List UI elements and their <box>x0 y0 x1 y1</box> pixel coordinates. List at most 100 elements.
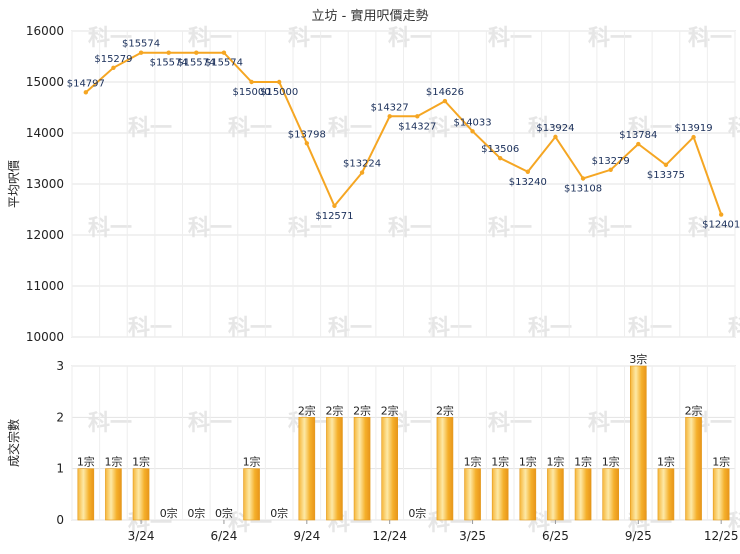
volume-bar <box>464 468 481 521</box>
watermark-text: 科一 <box>288 216 332 241</box>
volume-data-label: 2宗 <box>436 403 454 417</box>
volume-bar <box>574 468 592 521</box>
price-point <box>111 65 116 70</box>
watermark-text: 科一 <box>88 26 132 51</box>
volume-bar <box>132 468 150 521</box>
volume-data-label: 1宗 <box>132 455 150 469</box>
watermark-text: 科一 <box>488 411 532 436</box>
x-tick-label: 6/24 <box>210 529 237 543</box>
volume-data-label: 1宗 <box>602 455 620 469</box>
price-y-tick-label: 14000 <box>26 126 64 140</box>
watermark-text: 科一 <box>388 26 432 51</box>
x-tick-label: 12/24 <box>372 529 407 543</box>
price-point <box>332 203 337 209</box>
volume-data-label: 3宗 <box>629 352 647 366</box>
volume-data-label: 1宗 <box>519 455 537 469</box>
volume-data-labels: 1宗 1宗 1宗 0宗 0宗 0宗 1宗 0宗 2宗 2宗 2宗 2宗 0宗 2宗 1宗 1宗 1宗 1宗 1宗 1宗… <box>77 352 730 520</box>
volume-bar <box>712 468 730 521</box>
price-data-label: $15000 <box>232 87 270 98</box>
price-point <box>525 169 531 174</box>
watermark-text: 科一 <box>728 511 740 536</box>
price-y-tick-label: 13000 <box>26 177 64 191</box>
volume-data-label: 0宗 <box>408 506 426 520</box>
volume-bar <box>657 468 675 521</box>
price-data-label: $15574 <box>205 58 243 69</box>
price-point <box>636 141 641 147</box>
watermark-text: 科一 <box>688 26 732 51</box>
price-y-ticks: 10000 11000 12000 13000 14000 15000 16000 <box>26 24 64 344</box>
price-data-label: $14797 <box>67 78 105 89</box>
price-data-label: $14626 <box>426 87 464 98</box>
price-point <box>553 134 558 140</box>
price-data-label: $13375 <box>647 170 685 181</box>
volume-bar <box>77 468 95 521</box>
volume-data-label: 0宗 <box>270 506 288 520</box>
volume-data-label: 2宗 <box>298 403 316 417</box>
watermark-text: 科一 <box>328 116 372 141</box>
watermark-text: 科一 <box>688 216 732 241</box>
x-tick-label: 9/24 <box>293 529 320 543</box>
volume-bar <box>353 417 371 521</box>
volume-data-label: 0宗 <box>187 506 205 520</box>
volume-y-tick-label: 2 <box>56 410 64 424</box>
volume-bar <box>519 468 537 521</box>
volume-data-label: 2宗 <box>381 403 399 417</box>
x-tick-label: 3/25 <box>459 529 486 543</box>
volume-bar <box>105 468 122 521</box>
watermark-text: 科一 <box>88 411 132 436</box>
price-line <box>85 51 723 215</box>
watermark-text: 科一 <box>488 26 532 51</box>
chart-title: 立坊 - 實用呎價走勢 <box>312 8 429 24</box>
price-point <box>580 176 586 181</box>
price-point <box>304 141 310 146</box>
price-point <box>470 129 475 134</box>
watermark-text: 科一 <box>428 116 472 141</box>
price-data-label: $14327 <box>398 121 436 132</box>
price-data-label: $12401 <box>702 220 740 231</box>
price-data-label: $15000 <box>260 87 298 98</box>
x-tick-label: 12/25 <box>704 529 739 543</box>
price-y-tick-label: 10000 <box>26 330 64 344</box>
price-data-label: $13924 <box>536 123 574 134</box>
price-point <box>138 50 144 55</box>
volume-data-label: 1宗 <box>657 455 675 469</box>
price-data-label: $15574 <box>122 39 160 50</box>
volume-data-label: 1宗 <box>574 455 592 469</box>
volume-data-label: 2宗 <box>353 403 371 417</box>
volume-bar <box>602 468 619 521</box>
watermark-text: 科一 <box>728 316 740 341</box>
volume-data-label: 1宗 <box>104 455 122 469</box>
price-y-tick-label: 16000 <box>26 24 64 38</box>
price-point <box>387 114 392 119</box>
price-gridlines <box>71 30 736 338</box>
price-point <box>194 50 199 55</box>
x-axis-ticks: 3/24 6/24 9/24 12/24 3/25 6/25 9/25 12/25 <box>128 520 739 543</box>
price-data-label: $14327 <box>371 102 409 113</box>
x-tick-label: 9/25 <box>625 529 652 543</box>
volume-data-label: 1宗 <box>243 455 261 469</box>
price-point <box>663 162 669 168</box>
price-point <box>83 90 89 95</box>
price-y-tick-label: 11000 <box>26 279 64 293</box>
price-line-panel: 10000 11000 12000 13000 14000 15000 16000 平均呎價… <box>7 24 740 344</box>
price-point <box>166 50 171 55</box>
volume-bar <box>243 468 260 521</box>
volume-data-label: 1宗 <box>77 455 95 469</box>
price-y-tick-label: 12000 <box>26 228 64 242</box>
volume-bar <box>685 417 702 521</box>
watermark-text: 科一 <box>728 116 740 141</box>
volume-data-label: 0宗 <box>160 506 178 520</box>
volume-data-label: 2宗 <box>325 403 343 417</box>
price-data-label: $13108 <box>564 183 602 194</box>
price-data-label: $15574 <box>150 58 188 69</box>
price-y-tick-label: 15000 <box>26 75 64 89</box>
watermark-text: 科一 <box>488 216 532 241</box>
price-data-label: $13240 <box>509 177 547 188</box>
price-data-label: $13224 <box>343 159 381 170</box>
volume-y-tick-label: 1 <box>56 462 64 476</box>
price-data-label: $13798 <box>288 129 326 140</box>
watermark-text: 科一 <box>528 116 572 141</box>
